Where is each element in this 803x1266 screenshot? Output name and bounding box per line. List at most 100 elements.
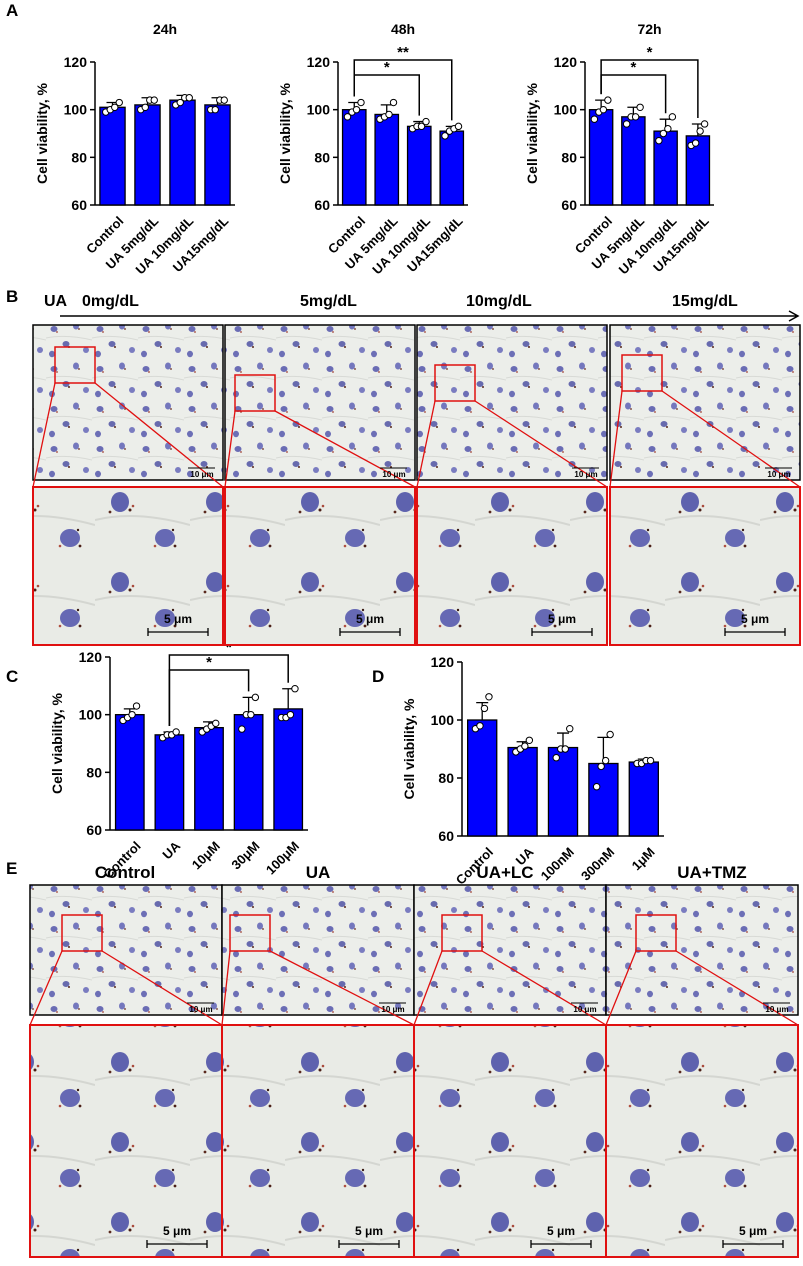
data-point [659,129,668,138]
data-point [291,685,299,693]
zoom-box [229,914,271,952]
x-tick-label: 300nM [578,844,617,883]
zoom-box [621,354,663,392]
scale-label: 10 μm [382,470,405,479]
y-tick-label: 60 [86,822,102,838]
scale-label: 10 μm [574,470,597,479]
y-axis-label: Cell viability, % [277,83,293,184]
zoom-box [61,914,103,952]
panel-label: B [6,287,18,306]
data-point [128,710,136,719]
zoom-line [221,950,415,1026]
significance-label: ** [397,44,409,61]
scale-label: 5 μm [356,612,384,626]
y-axis-label: Cell viability, % [49,693,65,794]
significance-label: * [647,44,653,61]
chart-title: 48h [391,21,415,37]
column-label: UA+LC [476,863,533,882]
data-point [646,756,655,765]
data-point [664,125,672,133]
y-tick-label: 60 [71,197,87,213]
micrograph-zoom [29,1024,223,1258]
data-point [238,725,246,733]
data-point [566,725,574,733]
panel-label: E [6,859,17,878]
data-point [476,722,484,730]
data-point [525,736,534,744]
column-label: UA [306,863,331,882]
data-point [691,139,700,147]
data-point [389,98,398,107]
y-tick-label: 120 [554,54,578,70]
bar [507,746,538,837]
column-label: Control [95,863,155,882]
data-point [601,756,610,765]
y-tick-label: 80 [561,149,577,165]
bar [114,714,145,831]
data-point [655,136,663,145]
data-point [422,117,430,126]
data-point [636,103,644,111]
data-point [597,762,605,771]
row-header: UA [44,293,68,310]
zoom-box [234,374,276,412]
dose-arrow [60,310,800,322]
micrograph-zoom [413,1024,607,1258]
significance-label: * [226,639,232,656]
significance-label: * [630,59,636,76]
data-point [352,105,361,114]
zoom-box [635,914,677,952]
micrograph-zoom [416,486,608,646]
x-tick-label: UA [159,838,183,862]
zoom-box [441,914,483,952]
data-point [599,105,608,114]
significance-bracket [168,654,289,726]
x-tick-label: 10μM [189,838,223,872]
data-point [211,105,219,114]
scale-bar [338,1240,400,1248]
data-point [357,98,365,107]
bar [99,106,126,206]
data-point [247,710,255,719]
bar [194,726,224,831]
column-label: 15mg/dL [672,293,738,310]
bar [628,761,659,837]
y-axis-label: Cell viability, % [524,83,540,184]
scale-label: 10 μm [381,1005,404,1014]
column-label: 0mg/dL [82,293,139,310]
x-tick-label: 100nM [538,844,577,883]
column-label: 10mg/dL [466,293,532,310]
scale-bar [530,1240,592,1248]
bar [406,125,432,206]
data-point [552,754,560,762]
data-point [521,742,529,750]
column-label: UA+TMZ [677,863,746,882]
data-point [417,122,426,131]
data-point [606,730,614,739]
x-tick-label: 100μM [263,838,302,877]
scale-label: 5 μm [164,612,192,626]
data-point [150,96,158,104]
bar [374,113,400,206]
scale-label: 10 μm [573,1005,596,1014]
chart-title: 24h [153,21,177,37]
y-tick-label: 100 [79,707,103,723]
panel-label: A [6,1,18,20]
significance-label: * [384,59,390,76]
scale-bar [722,1240,784,1248]
scale-label: 5 μm [355,1224,383,1238]
data-point [668,113,677,121]
scale-label: 5 μm [739,1224,767,1238]
micrograph-zoom [605,1024,799,1258]
y-tick-label: 80 [71,149,87,165]
data-point [132,702,141,710]
data-point [441,132,449,140]
micrograph [413,884,607,1016]
panel-label: C [6,667,18,686]
data-point [622,120,631,128]
x-tick-label: 1μM [629,844,658,873]
zoom-box [434,364,476,402]
bar [439,130,465,206]
zoom-line [32,382,224,488]
